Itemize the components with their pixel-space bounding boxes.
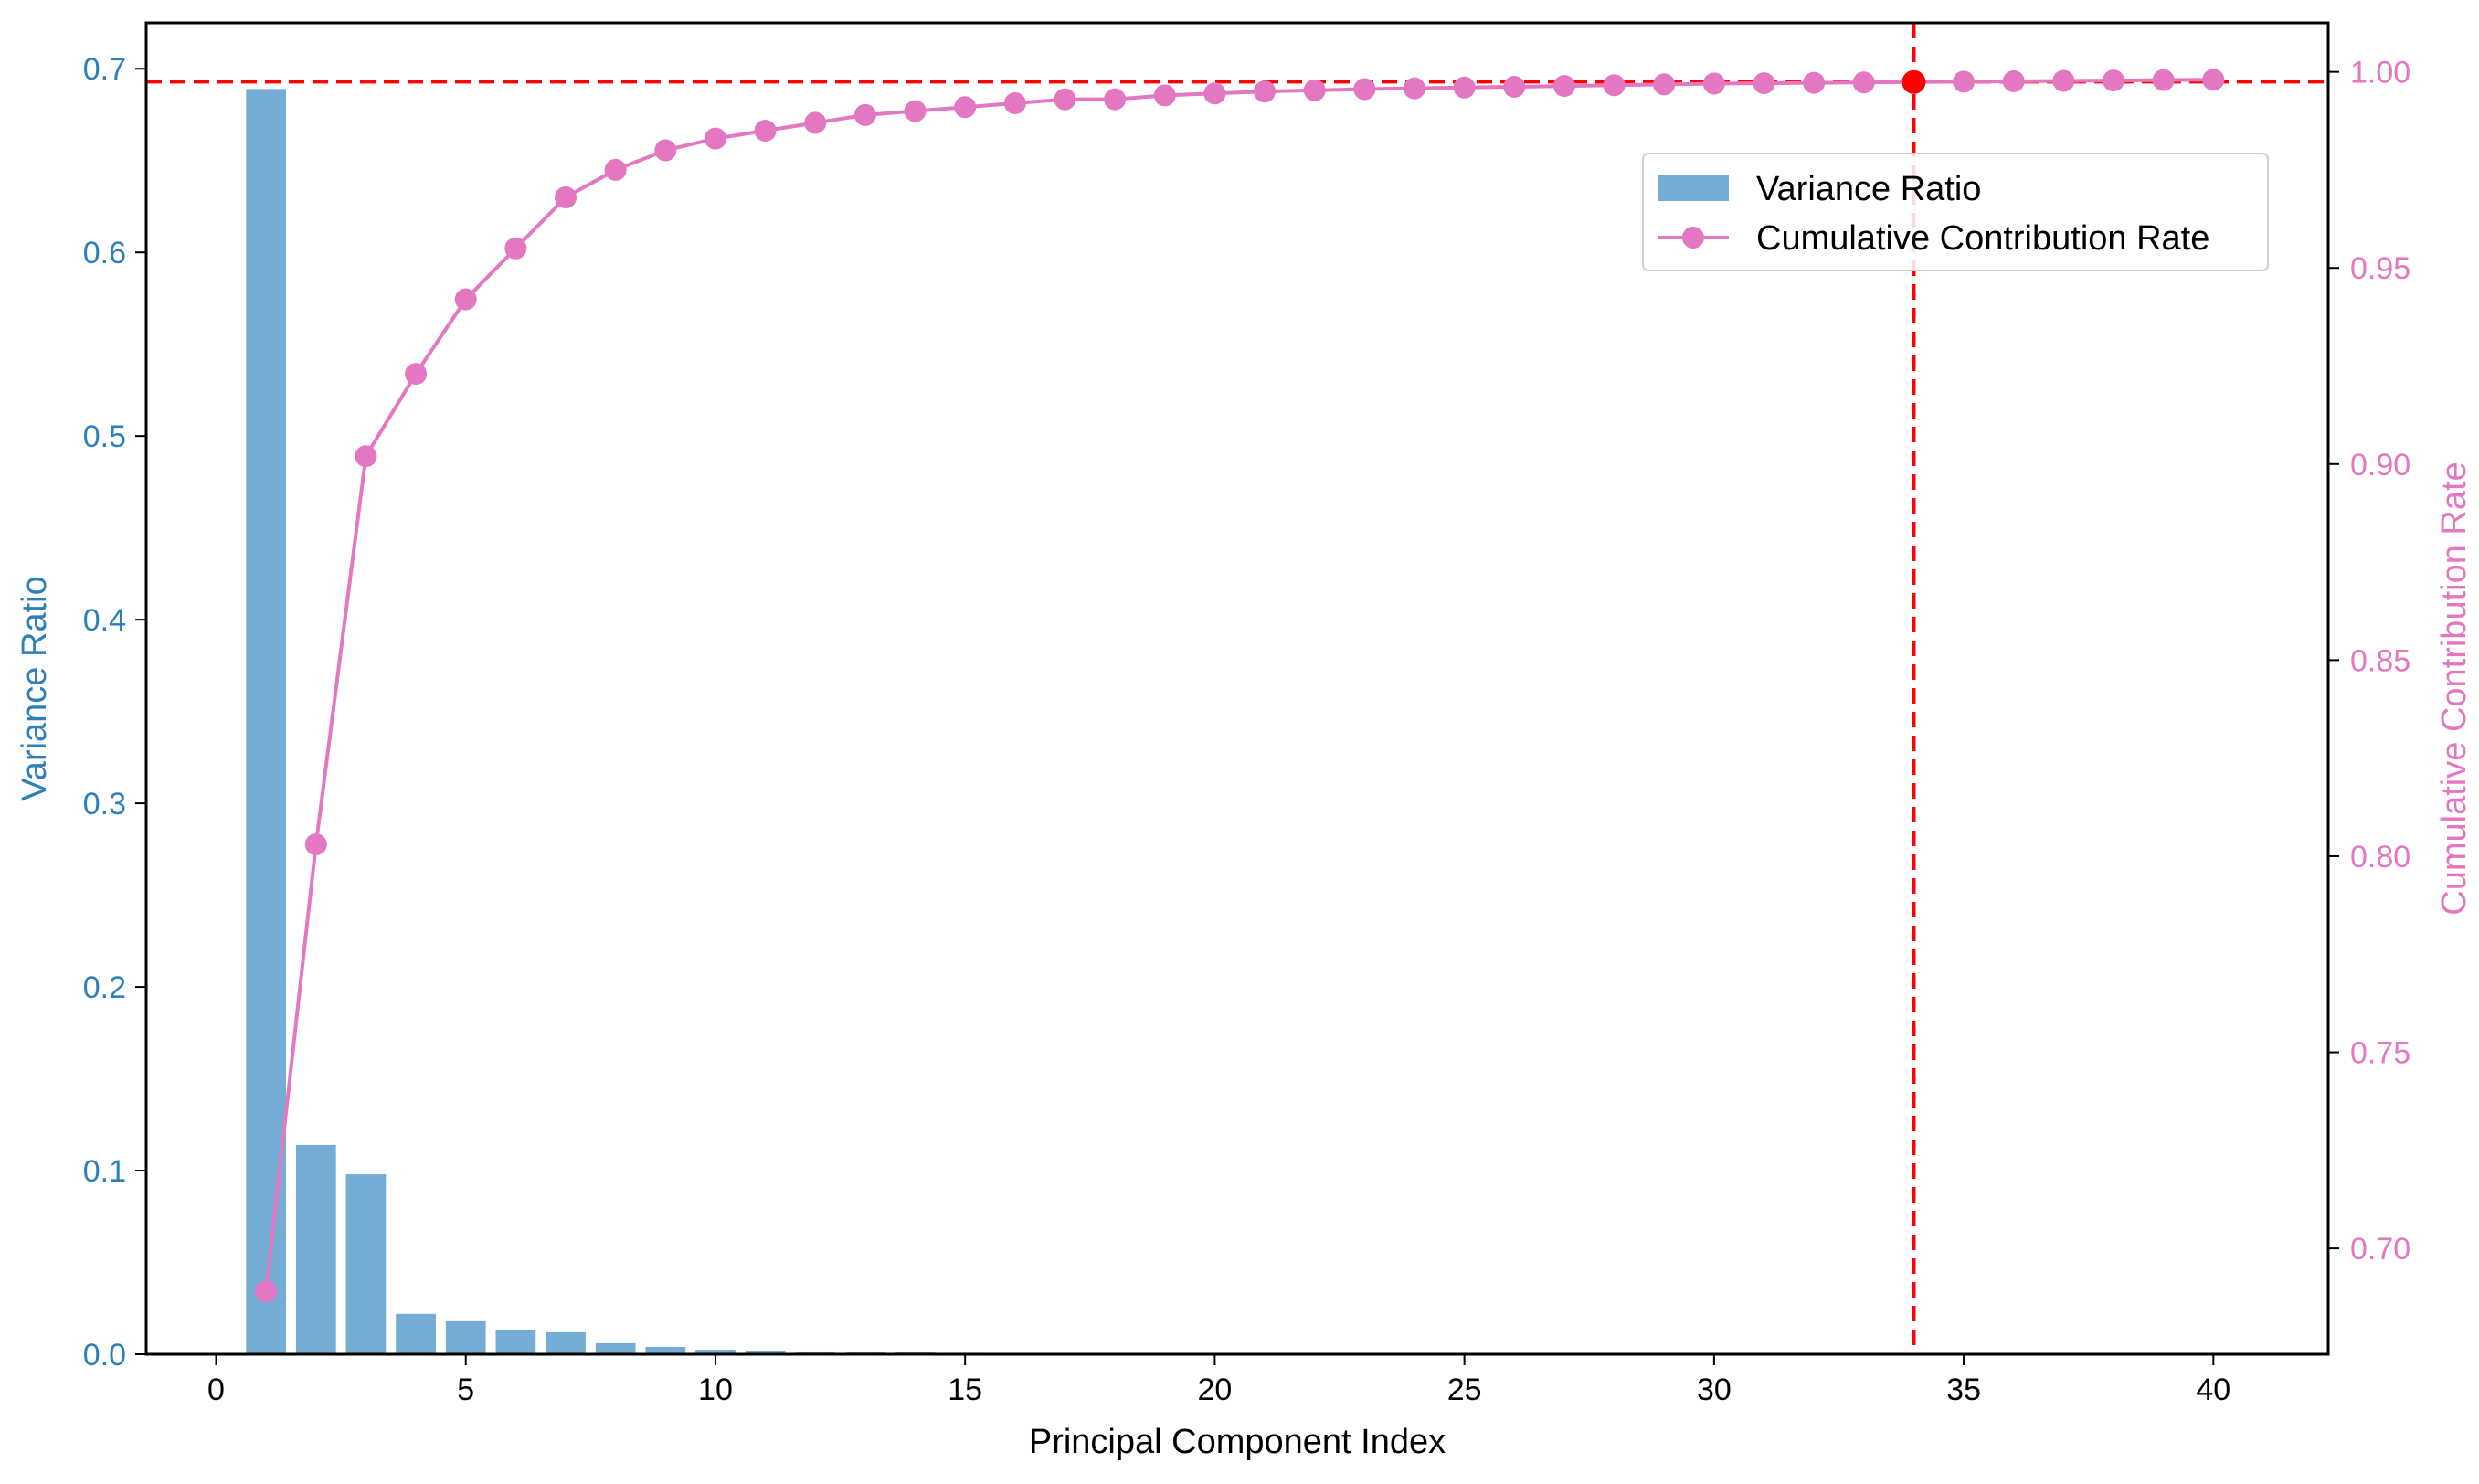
cumulative-point [2002, 69, 2025, 92]
x-tick-label: 30 [1697, 1373, 1732, 1407]
cumulative-point [1254, 80, 1277, 103]
left-y-tick-label: 0.2 [83, 970, 126, 1005]
left-y-tick-label: 0.4 [83, 603, 126, 638]
bar [295, 1144, 336, 1354]
cumulative-point [954, 96, 977, 119]
bar [246, 89, 287, 1355]
cumulative-point [255, 1280, 278, 1303]
legend-label-variance-ratio: Variance Ratio [1756, 170, 1981, 208]
cumulative-point [1753, 72, 1775, 95]
legend-box [1642, 153, 2269, 271]
legend-marker-swatch [1682, 227, 1704, 249]
cumulative-point [1503, 75, 1526, 98]
cumulative-point [804, 111, 827, 134]
bar [795, 1351, 836, 1354]
cumulative-point [904, 100, 927, 122]
x-tick-label: 20 [1197, 1373, 1232, 1407]
cumulative-point [304, 833, 327, 856]
cumulative-point [2202, 69, 2225, 91]
x-tick-label: 10 [698, 1373, 733, 1407]
cumulative-point [1453, 76, 1476, 99]
threshold-marker [1902, 69, 1926, 94]
bar [595, 1342, 636, 1354]
bar-series [246, 89, 2234, 1355]
cumulative-point [1054, 88, 1076, 111]
cumulative-point [1702, 72, 1725, 95]
right-y-tick-label: 0.95 [2350, 251, 2410, 286]
right-y-tick-label: 0.75 [2350, 1036, 2410, 1071]
x-tick-label: 0 [207, 1373, 225, 1407]
x-tick-label: 25 [1447, 1373, 1482, 1407]
left-y-tick-label: 0.1 [83, 1154, 126, 1189]
bar [445, 1320, 486, 1354]
x-tick-label: 40 [2196, 1373, 2230, 1407]
right-y-tick-label: 0.90 [2350, 448, 2410, 482]
x-axis-title: Principal Component Index [1029, 1423, 1446, 1461]
cumulative-point [555, 186, 577, 208]
cumulative-point [1203, 82, 1226, 105]
left-y-tick-label: 0.7 [83, 52, 126, 87]
cumulative-point [754, 120, 777, 143]
cumulative-point [405, 363, 428, 386]
cumulative-point [1852, 71, 1875, 94]
right-y-tick-label: 0.85 [2350, 643, 2410, 678]
cumulative-point [1104, 88, 1127, 111]
cumulative-point [504, 237, 527, 260]
cumulative-point [1603, 74, 1626, 97]
cumulative-point [1403, 77, 1425, 100]
bar [695, 1349, 736, 1354]
bar [345, 1174, 387, 1354]
cumulative-point [1303, 79, 1326, 101]
cumulative-point [454, 288, 477, 311]
plot-frame [144, 21, 2330, 1356]
legend: Variance Ratio Cumulative Contribution R… [1642, 153, 2269, 271]
left-y-tick-label: 0.0 [83, 1338, 126, 1373]
cumulative-point [604, 158, 627, 181]
right-y-axis-title: Cumulative Contribution Rate [2435, 461, 2474, 915]
left-y-tick-label: 0.6 [83, 236, 126, 270]
legend-label-cumulative-rate: Cumulative Contribution Rate [1756, 219, 2209, 258]
right-y-tick-label: 0.80 [2350, 840, 2410, 874]
cumulative-point [654, 139, 677, 162]
cumulative-point [1653, 73, 1676, 96]
cumulative-point [1803, 71, 1826, 94]
cumulative-point [1003, 91, 1026, 114]
legend-bar-swatch [1658, 175, 1729, 201]
left-y-tick-label: 0.3 [83, 787, 126, 822]
line-series [255, 69, 2225, 1303]
bar [396, 1313, 436, 1354]
cumulative-point [355, 445, 377, 468]
axes: 0 5 10 15 20 25 30 35 40 0.0 0.1 0.2 0.3 0.4 0.5 0.6 0.7… [83, 21, 2410, 1407]
cumulative-point [704, 127, 726, 150]
bar [645, 1346, 686, 1354]
cumulative-point [2103, 69, 2125, 92]
cumulative-point [1353, 78, 1376, 101]
cumulative-point [2152, 69, 2175, 91]
bar [745, 1350, 786, 1354]
cumulative-point [2052, 69, 2075, 92]
cumulative-point [1552, 75, 1575, 98]
x-tick-label: 15 [948, 1373, 982, 1407]
x-tick-label: 5 [457, 1373, 474, 1407]
bar [546, 1331, 586, 1354]
cumulative-point [853, 103, 876, 126]
left-y-tick-label: 0.5 [83, 419, 126, 454]
cumulative-point [1953, 70, 1976, 93]
cumulative-point [1153, 84, 1176, 107]
cumulative-line [264, 78, 2214, 1292]
left-y-axis-title: Variance Ratio [16, 576, 54, 800]
right-y-tick-label: 0.70 [2350, 1232, 2410, 1267]
bar [495, 1330, 536, 1354]
x-tick-label: 35 [1946, 1373, 1981, 1407]
right-y-tick-label: 1.00 [2350, 56, 2410, 90]
